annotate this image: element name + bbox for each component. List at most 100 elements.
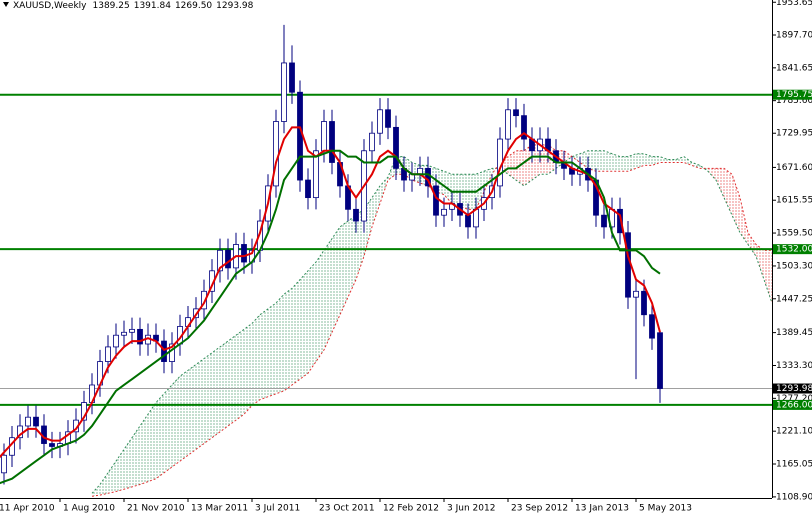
candle-body xyxy=(601,214,607,228)
candle-body xyxy=(25,416,31,427)
cloud-segment xyxy=(644,153,652,166)
candle-body xyxy=(297,91,303,181)
candle-body xyxy=(641,290,647,316)
cloud-segment xyxy=(668,159,676,163)
cloud-segment xyxy=(148,402,156,482)
cloud-segment xyxy=(516,150,524,186)
candle-body xyxy=(161,340,167,362)
cloud-segment xyxy=(164,384,172,473)
cloud-segment xyxy=(692,162,700,169)
cloud-segment xyxy=(628,153,636,172)
plot-area xyxy=(0,24,772,497)
cloud-segment xyxy=(452,174,460,207)
x-tick-label: 21 Nov 2010 xyxy=(127,504,185,514)
y-tick-label: 1503.30 xyxy=(776,261,812,271)
candle-body xyxy=(137,328,143,345)
cloud-segment xyxy=(756,244,764,280)
candle-body xyxy=(1,454,7,474)
level-label: 1266.00 xyxy=(776,400,812,410)
candle-body xyxy=(113,334,119,348)
y-tick-label: 1277.20 xyxy=(776,394,812,404)
chart-header: XAUUSD,Weekly 1389.25 1391.84 1269.50 1293.9… xyxy=(13,1,254,11)
cloud-segment xyxy=(108,461,116,494)
x-tick-label: 13 Jan 2013 xyxy=(575,504,629,514)
level-label-box xyxy=(773,244,812,255)
candle-body xyxy=(369,132,375,152)
candle-body xyxy=(649,314,655,339)
candle-body xyxy=(657,332,663,389)
cloud-segment xyxy=(124,437,132,490)
candle-body xyxy=(33,416,39,427)
cloud-segment xyxy=(308,262,316,374)
cloud-segment xyxy=(444,171,452,204)
candle-body xyxy=(121,331,127,336)
candle-body xyxy=(217,249,223,272)
candle-body xyxy=(521,115,527,140)
cloud-segment xyxy=(348,215,356,298)
cloud-segment xyxy=(300,270,308,380)
candle-body xyxy=(473,208,479,228)
candle-body xyxy=(313,150,319,199)
level-label-box xyxy=(773,89,812,100)
cloud-segment xyxy=(660,156,668,163)
candle-body xyxy=(433,185,439,216)
x-tick-label: 13 Mar 2011 xyxy=(191,504,248,514)
candle-body xyxy=(49,443,55,447)
cloud-segment xyxy=(132,425,140,487)
low-value: 1269.50 xyxy=(175,1,212,11)
candle-body xyxy=(129,328,135,333)
x-tick-label: 23 Oct 2011 xyxy=(319,504,375,514)
cloud-segment xyxy=(604,150,612,172)
last-price-box xyxy=(773,383,812,394)
cloud-segment xyxy=(372,185,380,227)
candle-body xyxy=(393,126,399,169)
symbol-icon xyxy=(3,2,9,7)
candle-body xyxy=(225,249,231,269)
cloud-segment xyxy=(220,341,228,432)
candle-body xyxy=(513,109,519,117)
candle-body xyxy=(289,62,295,93)
level-label-box xyxy=(773,399,812,410)
cloud-segment xyxy=(540,144,548,175)
candle-body xyxy=(329,121,335,163)
cloud-span-a xyxy=(91,150,772,494)
cloud-segment xyxy=(276,294,284,394)
indicator-line xyxy=(0,126,661,459)
x-tick-label: 5 May 2013 xyxy=(639,504,692,514)
cloud-segment xyxy=(740,197,748,245)
cloud-segment xyxy=(564,150,572,163)
x-tick-label: 12 Feb 2012 xyxy=(383,504,439,514)
candle-body xyxy=(617,208,623,234)
cloud-segment xyxy=(244,323,252,415)
y-tick-label: 1953.65 xyxy=(776,0,812,8)
close-value: 1293.98 xyxy=(216,1,253,11)
y-tick-label: 1785.60 xyxy=(776,96,812,106)
cloud-segment xyxy=(676,156,684,163)
y-tick-label: 1559.50 xyxy=(776,229,812,239)
candle-body xyxy=(377,109,383,134)
cloud-segment xyxy=(156,393,164,479)
x-tick-label: 11 Apr 2010 xyxy=(0,504,55,514)
cloud-segment xyxy=(204,352,212,444)
x-tick-label: 3 Jul 2011 xyxy=(255,504,300,514)
cloud-segment xyxy=(340,221,348,315)
high-value: 1391.84 xyxy=(134,1,171,11)
cloud-segment xyxy=(236,329,244,421)
cloud-segment xyxy=(324,238,332,350)
cloud-segment xyxy=(284,288,292,391)
x-tick-label: 1 Aug 2010 xyxy=(63,504,115,514)
cloud-segment xyxy=(588,150,596,172)
candle-body xyxy=(105,346,111,362)
candle-body xyxy=(633,290,639,298)
candle-body xyxy=(353,208,359,222)
cloud-segment xyxy=(292,279,300,385)
candle-body xyxy=(505,109,511,140)
cloud-segment xyxy=(268,303,276,397)
candle-body xyxy=(241,244,247,263)
y-tick-label: 1221.10 xyxy=(776,427,812,437)
level-label: 1532.00 xyxy=(776,245,812,255)
candle-body xyxy=(441,208,447,216)
